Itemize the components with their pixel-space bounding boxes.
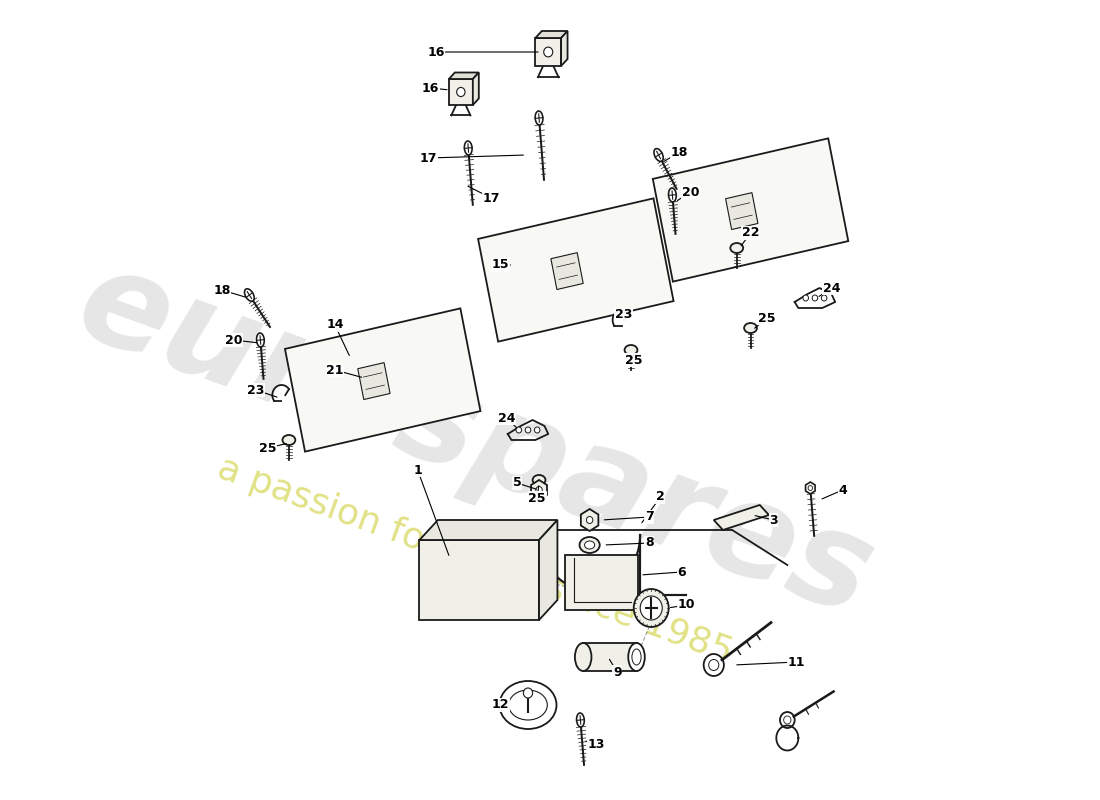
Ellipse shape [780,712,794,728]
Text: 20: 20 [682,186,700,198]
Polygon shape [539,520,558,620]
Ellipse shape [516,427,521,433]
Polygon shape [358,362,390,399]
Polygon shape [714,505,769,530]
Text: 3: 3 [769,514,778,526]
Text: 25: 25 [258,442,276,454]
Text: 16: 16 [421,82,439,94]
Text: 17: 17 [420,151,438,165]
Text: 21: 21 [326,363,343,377]
Text: 11: 11 [788,655,805,669]
Text: 15: 15 [492,258,509,271]
Bar [449,79,473,105]
Ellipse shape [584,541,595,549]
Polygon shape [652,138,848,282]
Text: 22: 22 [741,226,759,239]
Text: 14: 14 [326,318,343,331]
Ellipse shape [669,188,676,202]
Bar [564,555,638,610]
Polygon shape [726,193,758,230]
Text: 1: 1 [414,463,422,477]
Text: 16: 16 [427,46,444,58]
Ellipse shape [586,517,593,523]
Polygon shape [419,520,558,540]
Text: 6: 6 [678,566,686,578]
Bar [419,540,539,620]
Ellipse shape [708,659,718,670]
Text: 23: 23 [248,383,264,397]
Ellipse shape [628,643,645,671]
Polygon shape [478,198,673,342]
Polygon shape [473,73,478,105]
Ellipse shape [704,654,724,676]
Ellipse shape [535,111,543,125]
Ellipse shape [730,243,744,253]
Ellipse shape [508,690,548,720]
Text: a passion for parts since 1985: a passion for parts since 1985 [212,450,737,670]
Ellipse shape [822,295,827,301]
Text: 10: 10 [678,598,695,611]
Text: 18: 18 [213,283,231,297]
Text: 18: 18 [671,146,689,158]
Text: 7: 7 [645,510,653,523]
Polygon shape [285,308,481,452]
Ellipse shape [653,149,663,162]
Text: 17: 17 [483,191,500,205]
Polygon shape [536,31,568,38]
Text: 12: 12 [492,698,509,711]
Ellipse shape [524,688,532,698]
Text: 8: 8 [645,537,653,550]
Text: 13: 13 [587,738,605,751]
Text: 25: 25 [528,491,546,505]
Text: eurospares: eurospares [60,238,889,642]
Bar [583,643,637,671]
Polygon shape [805,482,815,494]
Ellipse shape [543,47,552,57]
Ellipse shape [808,486,813,490]
Text: 4: 4 [838,483,847,497]
Polygon shape [531,480,547,500]
Ellipse shape [283,435,295,445]
Text: 25: 25 [758,311,776,325]
Ellipse shape [256,333,264,347]
Ellipse shape [634,589,669,627]
Ellipse shape [783,716,791,724]
Ellipse shape [640,596,662,620]
Text: 24: 24 [823,282,840,294]
Bar [536,38,561,66]
Ellipse shape [625,345,637,355]
Ellipse shape [812,295,817,301]
Polygon shape [581,509,598,531]
Ellipse shape [464,141,472,155]
Ellipse shape [536,486,542,494]
Text: 24: 24 [498,411,516,425]
Text: 5: 5 [513,477,521,490]
Ellipse shape [244,289,254,302]
Text: 2: 2 [656,490,664,503]
Text: 9: 9 [613,666,621,678]
Ellipse shape [532,475,546,485]
Ellipse shape [525,427,531,433]
Polygon shape [561,31,568,66]
Text: 23: 23 [615,309,632,322]
Ellipse shape [535,427,540,433]
Ellipse shape [744,323,757,333]
Text: 25: 25 [625,354,642,366]
Polygon shape [449,73,478,79]
Ellipse shape [803,295,808,301]
Ellipse shape [456,87,465,97]
Ellipse shape [576,713,584,727]
Ellipse shape [580,537,600,553]
Ellipse shape [575,643,592,671]
Text: 20: 20 [226,334,242,346]
Ellipse shape [499,681,557,729]
Polygon shape [551,253,583,290]
Ellipse shape [631,649,641,665]
